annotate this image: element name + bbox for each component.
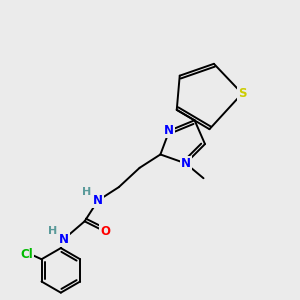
Text: N: N [181,157,191,170]
Text: H: H [48,226,57,236]
Text: O: O [100,225,110,238]
Text: H: H [82,187,91,197]
Text: Cl: Cl [20,248,33,261]
Text: N: N [59,233,69,246]
Text: N: N [164,124,174,137]
Text: S: S [238,87,246,100]
Text: N: N [93,194,103,207]
